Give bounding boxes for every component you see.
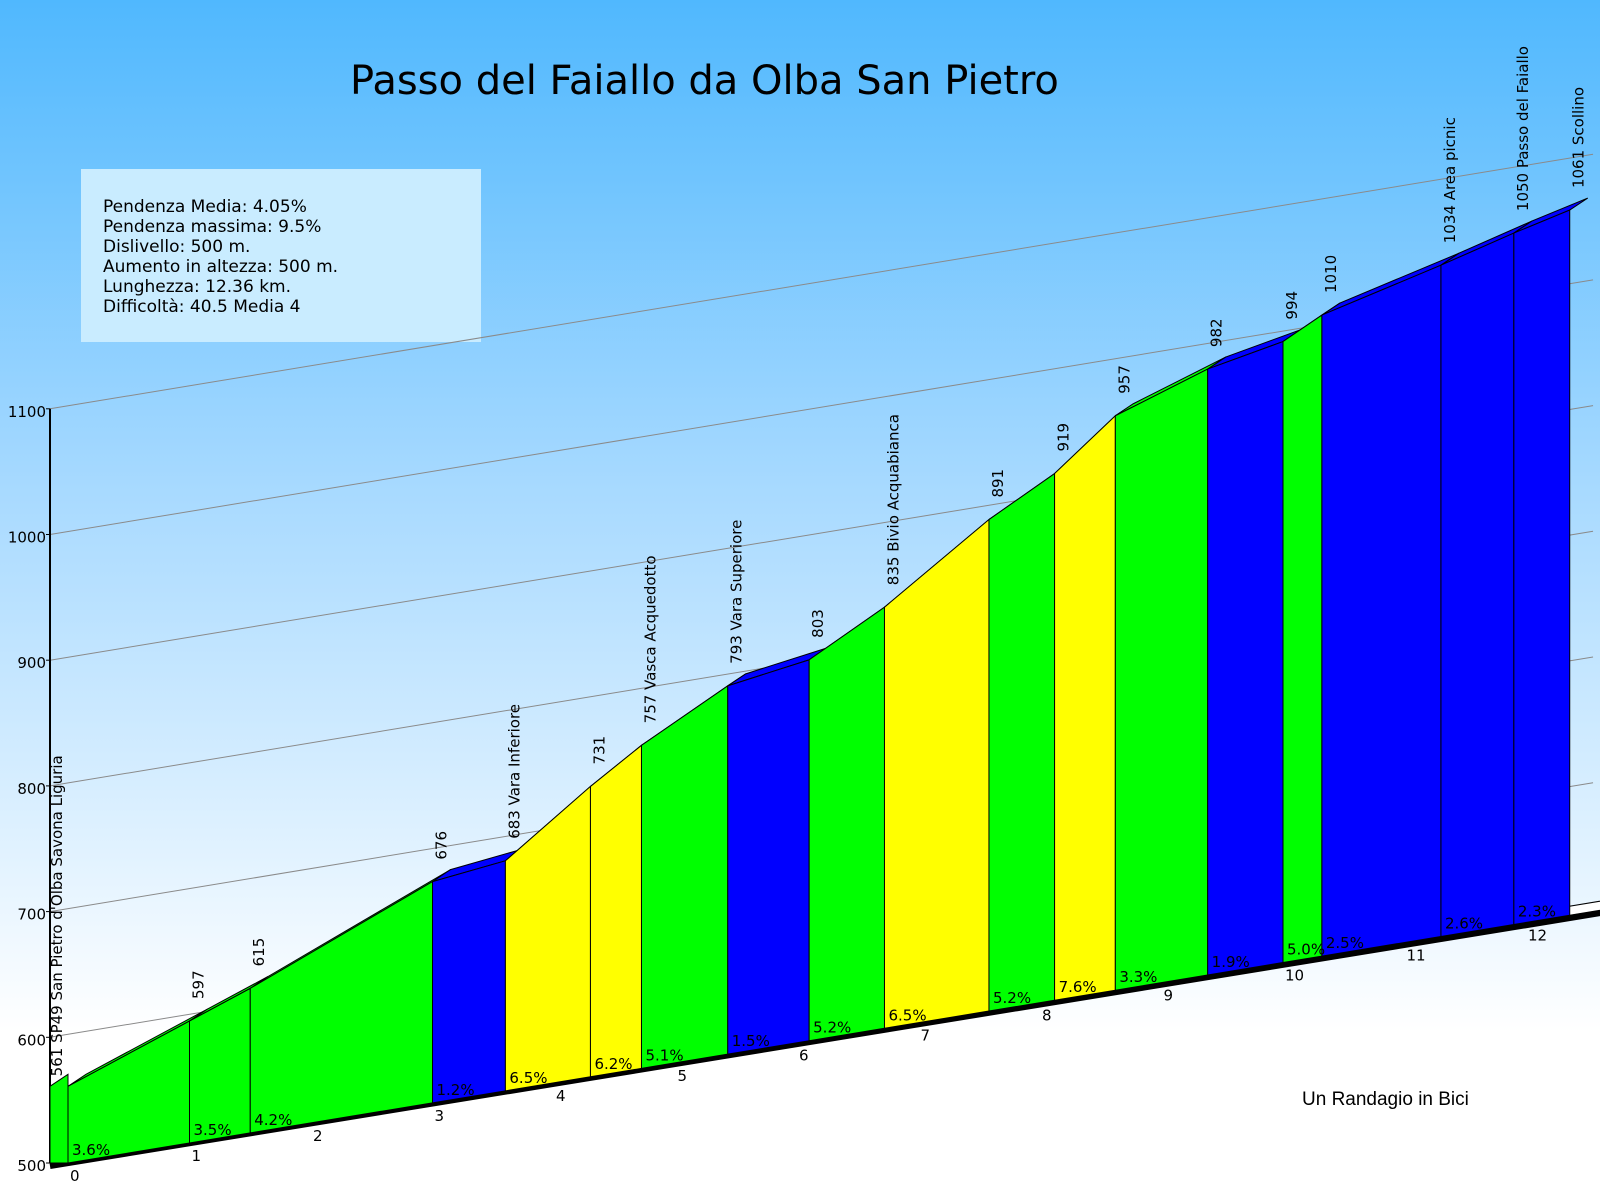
waypoint-label: 597 xyxy=(190,970,208,999)
x-tick-label: 9 xyxy=(1164,987,1174,1005)
x-tick-label: 5 xyxy=(678,1067,688,1085)
waypoint-label: 1061 Scollino xyxy=(1570,87,1588,188)
x-tick-label: 2 xyxy=(313,1127,323,1145)
segment-side-start xyxy=(49,1073,69,1164)
y-tick-label: 1000 xyxy=(8,529,46,547)
grade-labels: 3.6% 3.5% 4.2% 1.2% 6.5% 6.2% 5.1% 1.5% 5.2% 6.5%… xyxy=(72,902,1556,1159)
waypoint-label: 676 xyxy=(433,831,451,860)
grade-label: 1.2% xyxy=(437,1081,475,1099)
y-tick-label: 600 xyxy=(17,1031,46,1049)
waypoint-label: 1034 Area picnic xyxy=(1441,117,1459,243)
credit-text: Un Randagio in Bici xyxy=(1302,1089,1469,1110)
grade-label: 5.2% xyxy=(813,1019,851,1037)
segment-face-9 xyxy=(883,518,990,1029)
grade-label: 5.2% xyxy=(993,989,1031,1007)
waypoint-label: 683 Vara Inferiore xyxy=(505,704,523,839)
segment-face-3 xyxy=(432,860,506,1104)
stat-max-gradient: Pendenza massima: 9.5% xyxy=(103,217,322,237)
grade-label: 3.5% xyxy=(194,1121,232,1139)
y-tick-label: 500 xyxy=(17,1157,46,1175)
segment-face-7 xyxy=(727,659,810,1055)
x-tick-label: 3 xyxy=(435,1107,445,1125)
waypoint-label: 731 xyxy=(590,736,608,765)
x-tick-label: 8 xyxy=(1042,1007,1052,1025)
waypoint-labels: 561 SP49 San Pietro d'Olba Savona Liguri… xyxy=(48,46,1588,1076)
y-axis: 500 600 700 800 900 1000 1100 xyxy=(8,403,51,1175)
waypoint-label: 757 Vasca Acquedotto xyxy=(641,555,659,723)
grade-label: 2.6% xyxy=(1445,914,1483,932)
stat-length: Lunghezza: 12.36 km. xyxy=(103,277,292,297)
x-tick-label: 4 xyxy=(556,1087,566,1105)
grade-label: 6.2% xyxy=(594,1055,632,1073)
stat-average-gradient: Pendenza Media: 4.05% xyxy=(103,197,307,217)
x-tick-label: 1 xyxy=(192,1147,202,1165)
segment-face-13 xyxy=(1207,340,1284,976)
segment-face-16 xyxy=(1440,232,1515,938)
stat-elevation-gain: Aumento in altezza: 500 m. xyxy=(103,257,339,277)
x-tick-label: 6 xyxy=(799,1047,809,1065)
segment-face-1 xyxy=(189,987,251,1144)
segment-face-12 xyxy=(1114,368,1209,991)
waypoint-label: 615 xyxy=(250,938,268,967)
segment-face-15 xyxy=(1321,264,1442,957)
waypoint-label: 793 Vara Superiore xyxy=(728,520,746,664)
stats-box: Pendenza Media: 4.05% Pendenza massima: … xyxy=(81,169,481,342)
profile-segments xyxy=(49,197,1589,1164)
x-tick-label: 7 xyxy=(921,1027,931,1045)
segment-face-10 xyxy=(988,472,1056,1012)
waypoint-label: 957 xyxy=(1115,365,1133,394)
waypoint-label: 982 xyxy=(1208,318,1226,347)
grade-label: 2.5% xyxy=(1326,934,1364,952)
grade-label: 3.3% xyxy=(1119,968,1157,986)
grade-label: 5.0% xyxy=(1287,941,1325,959)
waypoint-label: 1010 xyxy=(1322,255,1340,293)
grade-label: 2.3% xyxy=(1518,902,1556,920)
x-tick-label: 11 xyxy=(1407,946,1426,964)
grade-label: 6.5% xyxy=(509,1069,547,1087)
y-tick-label: 1100 xyxy=(8,403,46,421)
x-tick-label: 10 xyxy=(1285,967,1304,985)
baseline-edge xyxy=(49,910,1600,1169)
segment-face-2 xyxy=(249,880,433,1134)
grade-label: 6.5% xyxy=(888,1006,926,1024)
waypoint-label: 803 xyxy=(809,609,827,638)
waypoint-label: 891 xyxy=(989,469,1007,498)
waypoint-label: 561 SP49 San Pietro d'Olba Savona Liguri… xyxy=(48,755,66,1076)
grade-label: 4.2% xyxy=(254,1111,292,1129)
segment-face-14 xyxy=(1282,314,1323,964)
grade-label: 1.5% xyxy=(732,1032,770,1050)
stat-difficulty: Difficoltà: 40.5 Media 4 xyxy=(103,297,301,317)
segment-face-17 xyxy=(1513,209,1571,926)
stat-elevation-difference: Dislivello: 500 m. xyxy=(103,237,251,257)
y-tick-label: 700 xyxy=(17,906,46,924)
grade-label: 5.1% xyxy=(645,1046,683,1064)
segment-face-11 xyxy=(1054,414,1116,1001)
x-tick-label: 0 xyxy=(70,1167,80,1185)
grade-label: 1.9% xyxy=(1212,953,1250,971)
segment-face-6 xyxy=(640,684,729,1069)
segment-face-8 xyxy=(808,606,885,1042)
y-tick-label: 900 xyxy=(17,654,46,672)
grid-line xyxy=(49,153,1594,410)
segment-face-5 xyxy=(589,744,642,1078)
chart-title: Passo del Faiallo da Olba San Pietro xyxy=(350,58,1059,104)
waypoint-label: 994 xyxy=(1283,291,1301,320)
x-tick-label: 12 xyxy=(1528,926,1547,944)
waypoint-label: 835 Bivio Acquabianca xyxy=(884,414,902,585)
grade-label: 7.6% xyxy=(1059,978,1097,996)
y-tick-label: 800 xyxy=(17,780,46,798)
waypoint-label: 1050 Passo del Faiallo xyxy=(1514,46,1532,211)
grade-label: 3.6% xyxy=(72,1141,110,1159)
waypoint-label: 919 xyxy=(1055,423,1073,452)
